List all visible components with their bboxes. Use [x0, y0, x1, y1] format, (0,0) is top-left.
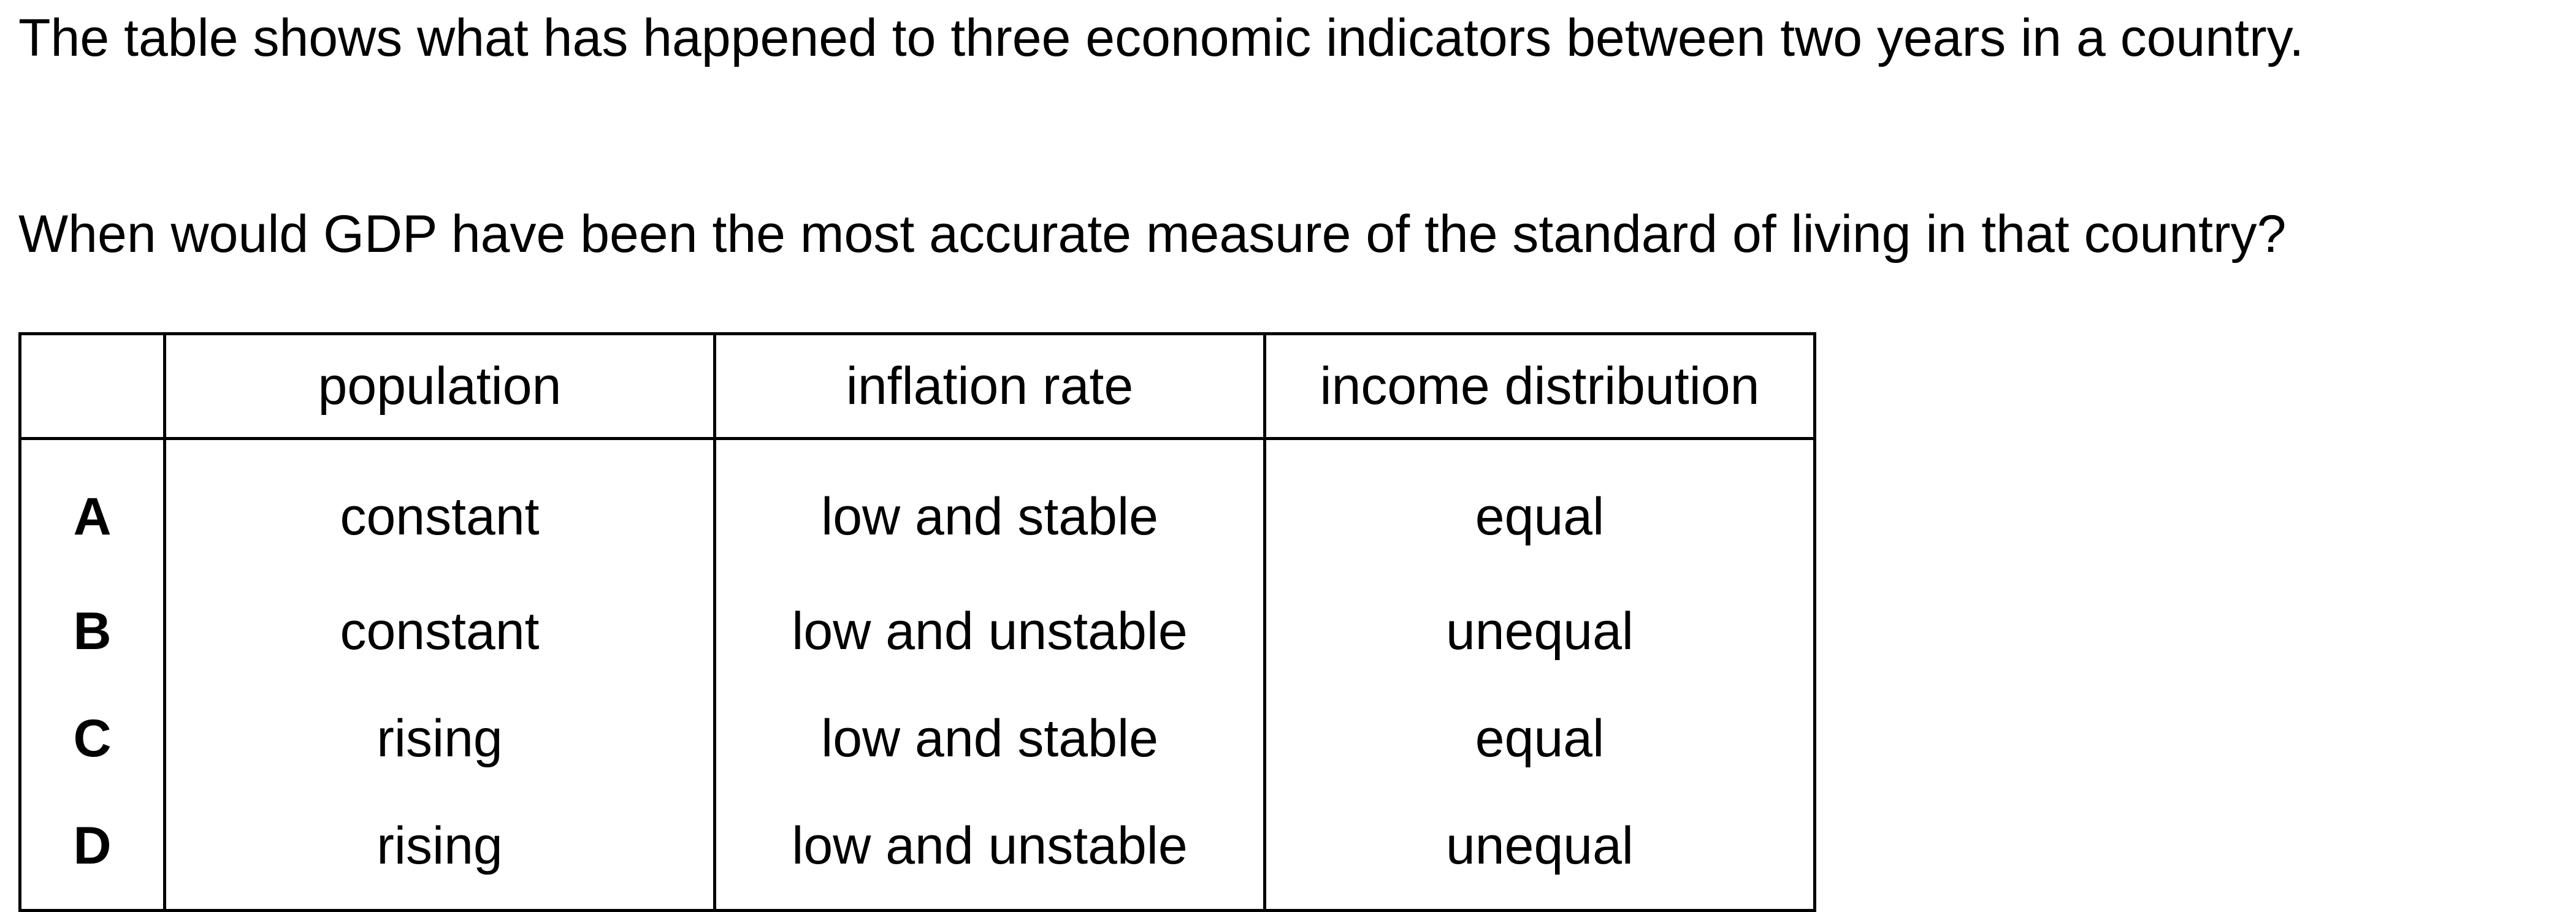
question-intro: The table shows what has happened to thr… — [18, 9, 2304, 67]
table-row-option-b: B constant low and unstable unequal — [18, 578, 1816, 685]
inflation-rate-cell: low and stable — [713, 685, 1266, 792]
inflation-rate-cell: low and stable — [713, 438, 1266, 578]
table-row-option-a: A constant low and stable equal — [18, 438, 1816, 578]
table-row-option-d: D rising low and unstable unequal — [18, 792, 1816, 912]
option-key: A — [18, 438, 166, 578]
table-row-option-c: C rising low and stable equal — [18, 685, 1816, 792]
option-key: D — [18, 792, 166, 912]
population-cell: constant — [163, 438, 716, 578]
inflation-rate-cell: low and unstable — [713, 792, 1266, 912]
income-distribution-cell: unequal — [1263, 792, 1816, 912]
option-key: B — [18, 578, 166, 685]
header-population: population — [163, 332, 716, 440]
table-header-row: population inflation rate income distrib… — [18, 332, 1816, 440]
inflation-rate-cell: low and unstable — [713, 578, 1266, 685]
question-text: When would GDP have been the most accura… — [18, 205, 2287, 264]
income-distribution-cell: equal — [1263, 685, 1816, 792]
population-cell: constant — [163, 578, 716, 685]
header-option-key — [18, 332, 166, 440]
options-table-container: population inflation rate income distrib… — [18, 332, 1816, 912]
income-distribution-cell: equal — [1263, 438, 1816, 578]
population-cell: rising — [163, 792, 716, 912]
population-cell: rising — [163, 685, 716, 792]
option-key: C — [18, 685, 166, 792]
options-table: population inflation rate income distrib… — [18, 332, 1816, 912]
header-inflation-rate: inflation rate — [713, 332, 1266, 440]
income-distribution-cell: unequal — [1263, 578, 1816, 685]
header-income-distribution: income distribution — [1263, 332, 1816, 440]
